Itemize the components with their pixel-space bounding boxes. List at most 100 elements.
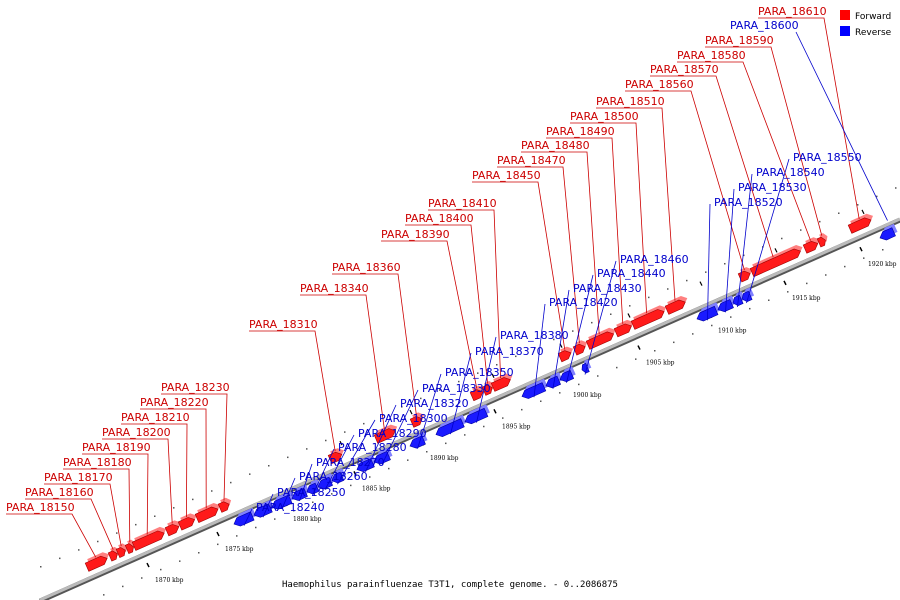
- minor-dot: [591, 321, 593, 324]
- forward-gene-label[interactable]: PARA_18480: [521, 139, 590, 152]
- forward-gene-label[interactable]: PARA_18580: [677, 49, 746, 62]
- forward-gene[interactable]: [630, 309, 665, 330]
- reverse-gene-label[interactable]: PARA_18330: [422, 382, 491, 395]
- reverse-gene-label[interactable]: PARA_18250: [277, 486, 346, 499]
- forward-gene-label[interactable]: PARA_18450: [472, 169, 541, 182]
- reverse-gene[interactable]: [435, 418, 465, 438]
- tick-label: 1905 kbp: [646, 360, 675, 367]
- reverse-gene[interactable]: [559, 369, 575, 383]
- forward-gene[interactable]: [217, 501, 230, 513]
- forward-gene-label[interactable]: PARA_18210: [121, 411, 190, 424]
- reverse-gene-label[interactable]: PARA_18270: [316, 456, 385, 469]
- reverse-gene-label[interactable]: PARA_18320: [400, 397, 469, 410]
- reverse-gene-label[interactable]: PARA_18290: [358, 427, 427, 440]
- reverse-gene[interactable]: [291, 487, 308, 501]
- reverse-gene-label[interactable]: PARA_18530: [738, 181, 807, 194]
- forward-gene[interactable]: [373, 428, 396, 444]
- minor-dot: [692, 333, 694, 335]
- minor-dot: [705, 271, 707, 273]
- forward-gene[interactable]: [490, 377, 511, 392]
- forward-gene[interactable]: [664, 299, 686, 315]
- forward-gene-label[interactable]: PARA_18190: [82, 441, 151, 454]
- reverse-gene-label[interactable]: PARA_18440: [597, 267, 666, 280]
- reverse-gene-label[interactable]: PARA_18460: [620, 253, 689, 266]
- reverse-gene-label[interactable]: PARA_18380: [500, 329, 569, 342]
- forward-gene[interactable]: [469, 389, 484, 402]
- reverse-gene-label[interactable]: PARA_18540: [756, 166, 825, 179]
- forward-gene[interactable]: [131, 530, 165, 551]
- reverse-gene-label[interactable]: PARA_18600: [730, 19, 799, 32]
- leader-line: [6, 513, 97, 558]
- minor-dot: [648, 296, 650, 299]
- reverse-gene-label[interactable]: PARA_18260: [299, 470, 368, 483]
- forward-gene[interactable]: [613, 323, 632, 338]
- forward-gene-label[interactable]: PARA_18500: [570, 110, 639, 123]
- forward-gene-label[interactable]: PARA_18170: [44, 471, 113, 484]
- minor-dot: [483, 425, 485, 428]
- forward-gene-label[interactable]: PARA_18200: [102, 426, 171, 439]
- forward-gene[interactable]: [115, 547, 126, 558]
- reverse-gene[interactable]: [545, 375, 561, 389]
- reverse-gene[interactable]: [521, 382, 547, 399]
- forward-gene[interactable]: [816, 236, 826, 248]
- reverse-gene[interactable]: [581, 362, 590, 374]
- minor-dot: [122, 585, 124, 588]
- forward-gene-label[interactable]: PARA_18150: [6, 501, 75, 514]
- forward-gene-label[interactable]: PARA_18360: [332, 261, 401, 274]
- minor-dot: [306, 448, 308, 450]
- forward-gene[interactable]: [749, 248, 801, 278]
- forward-gene[interactable]: [572, 343, 586, 356]
- forward-gene[interactable]: [409, 416, 423, 428]
- forward-gene-label[interactable]: PARA_18610: [758, 5, 827, 18]
- reverse-gene[interactable]: [409, 435, 426, 449]
- forward-gene[interactable]: [84, 555, 108, 572]
- minor-dot: [407, 459, 409, 461]
- reverse-gene[interactable]: [464, 407, 489, 425]
- reverse-gene-label[interactable]: PARA_18550: [793, 151, 862, 164]
- forward-gene[interactable]: [802, 240, 819, 254]
- minor-dot: [768, 299, 770, 301]
- reverse-gene[interactable]: [331, 471, 345, 484]
- reverse-gene-label[interactable]: PARA_18240: [256, 501, 325, 514]
- minor-dot: [141, 577, 143, 579]
- forward-gene[interactable]: [124, 543, 134, 554]
- forward-gene[interactable]: [737, 270, 751, 283]
- reverse-gene[interactable]: [306, 482, 320, 495]
- leader-line: [300, 294, 385, 430]
- forward-gene-label[interactable]: PARA_18400: [405, 212, 474, 225]
- forward-gene-label[interactable]: PARA_18490: [546, 125, 615, 138]
- reverse-gene[interactable]: [879, 227, 896, 241]
- reverse-gene-label[interactable]: PARA_18430: [573, 282, 642, 295]
- forward-gene-label[interactable]: PARA_18390: [381, 228, 450, 241]
- forward-gene-label[interactable]: PARA_18410: [428, 197, 497, 210]
- forward-gene-label[interactable]: PARA_18310: [249, 318, 318, 331]
- track-line: [39, 217, 900, 600]
- reverse-gene[interactable]: [317, 476, 333, 490]
- forward-gene[interactable]: [847, 217, 872, 234]
- reverse-gene-label[interactable]: PARA_18350: [445, 366, 514, 379]
- forward-gene-label[interactable]: PARA_18180: [63, 456, 132, 469]
- forward-gene[interactable]: [177, 517, 196, 531]
- reverse-gene-label[interactable]: PARA_18520: [714, 196, 783, 209]
- reverse-gene[interactable]: [741, 290, 753, 303]
- leader-line: [584, 260, 617, 375]
- reverse-gene-label[interactable]: PARA_18370: [475, 345, 544, 358]
- forward-gene-label[interactable]: PARA_18340: [300, 282, 369, 295]
- forward-gene-label[interactable]: PARA_18220: [140, 396, 209, 409]
- forward-gene[interactable]: [557, 350, 572, 363]
- reverse-gene-label[interactable]: PARA_18280: [338, 441, 407, 454]
- forward-gene-label[interactable]: PARA_18560: [625, 78, 694, 91]
- forward-gene[interactable]: [107, 550, 118, 562]
- reverse-gene-label[interactable]: PARA_18300: [379, 412, 448, 425]
- forward-gene-label[interactable]: PARA_18160: [25, 486, 94, 499]
- forward-gene-label[interactable]: PARA_18570: [650, 63, 719, 76]
- forward-gene-label[interactable]: PARA_18590: [705, 34, 774, 47]
- reverse-gene-label[interactable]: PARA_18420: [549, 296, 618, 309]
- forward-gene-label[interactable]: PARA_18470: [497, 154, 566, 167]
- minor-dot: [426, 451, 428, 453]
- reverse-gene[interactable]: [271, 494, 293, 510]
- forward-gene[interactable]: [194, 506, 219, 523]
- forward-gene[interactable]: [164, 524, 180, 537]
- forward-gene-label[interactable]: PARA_18230: [161, 381, 230, 394]
- forward-gene-label[interactable]: PARA_18510: [596, 95, 665, 108]
